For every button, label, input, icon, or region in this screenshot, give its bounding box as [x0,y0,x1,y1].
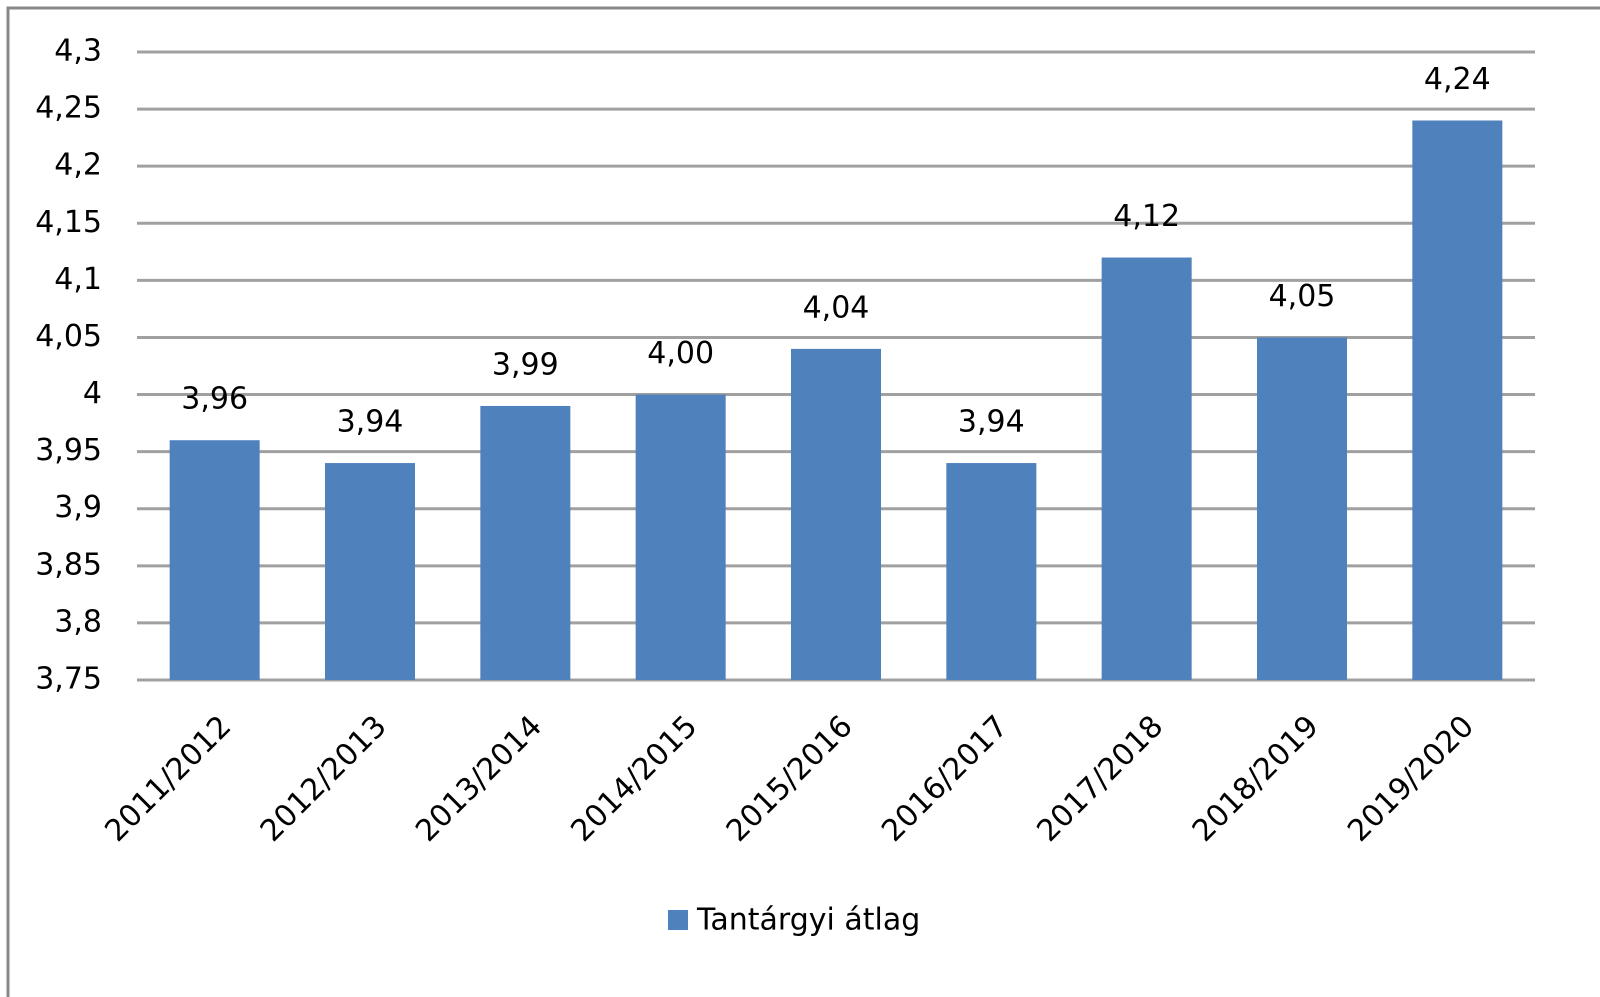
y-tick-label: 3,95 [35,433,102,468]
data-label: 3,96 [181,382,248,417]
y-tick-label: 4,3 [54,34,102,69]
data-label: 4,00 [647,336,714,371]
bar [325,463,415,680]
y-tick-label: 4,05 [35,319,102,354]
y-tick-label: 3,75 [35,662,102,697]
y-tick-label: 3,85 [35,547,102,582]
y-tick-label: 3,9 [54,490,102,525]
x-tick-label: 2014/2015 [564,709,704,849]
x-tick-label: 2019/2020 [1341,709,1481,849]
data-label: 3,94 [337,405,404,440]
bar [1101,257,1192,680]
x-tick-label: 2017/2018 [1030,709,1170,849]
legend-label: Tantárgyi átlag [696,903,920,938]
bar [635,394,726,680]
bar [480,405,571,680]
bar [169,440,260,680]
y-tick-label: 4,1 [54,262,102,297]
bar [791,348,881,680]
bar [946,463,1037,680]
y-tick-label: 4,25 [35,91,102,126]
data-label: 4,05 [1269,279,1336,314]
x-tick-label: 2011/2012 [98,709,238,849]
data-label: 4,04 [803,290,870,325]
legend-swatch [668,910,688,930]
x-tick-label: 2013/2014 [409,709,549,849]
data-label: 3,94 [958,405,1025,440]
data-label: 3,99 [492,347,559,382]
x-tick-label: 2015/2016 [720,709,860,849]
y-tick-label: 4 [83,376,102,411]
x-tick-label: 2018/2019 [1186,709,1326,849]
x-tick-label: 2012/2013 [254,709,394,849]
data-label: 4,12 [1113,199,1180,234]
data-label: 4,24 [1424,62,1491,97]
y-tick-label: 4,15 [35,205,102,240]
y-tick-label: 3,8 [54,604,102,639]
bar [1257,337,1347,680]
bar [1412,120,1503,680]
y-tick-label: 4,2 [54,148,102,183]
chart-frame [6,6,1600,997]
x-tick-label: 2016/2017 [875,709,1015,849]
